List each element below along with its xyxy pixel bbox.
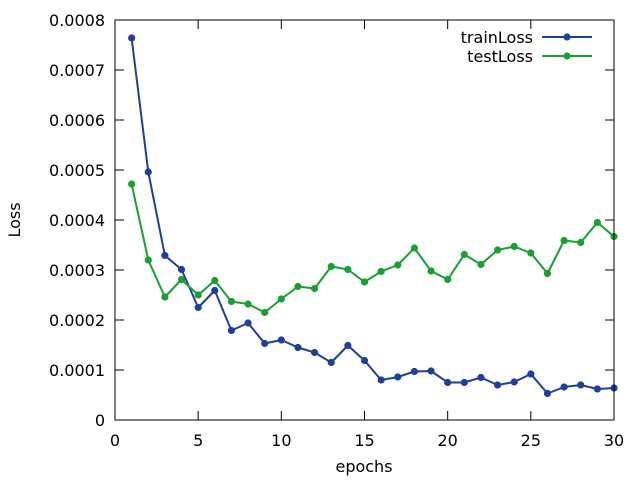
- data-point-trainLoss: [261, 339, 269, 348]
- data-point-testLoss: [377, 267, 385, 276]
- y-axis-label: Loss: [5, 202, 24, 237]
- data-point-testLoss: [327, 262, 335, 271]
- series-layer: [128, 34, 618, 398]
- x-tick-label: 20: [437, 431, 457, 450]
- y-tick-label: 0.0002: [49, 311, 105, 330]
- data-point-testLoss: [493, 246, 502, 254]
- series-trainLoss: [128, 34, 618, 398]
- data-point-testLoss: [477, 260, 485, 269]
- legend-item-trainLoss: trainLoss: [461, 28, 592, 47]
- data-point-testLoss: [177, 275, 186, 284]
- data-point-testLoss: [593, 218, 601, 227]
- x-tick-label: 0: [110, 431, 120, 450]
- legend-label: testLoss: [467, 47, 533, 66]
- data-point-trainLoss: [227, 326, 236, 335]
- data-point-testLoss: [410, 244, 418, 252]
- data-point-trainLoss: [493, 381, 502, 389]
- data-point-testLoss: [444, 275, 452, 284]
- data-point-trainLoss: [444, 378, 452, 387]
- y-tick-label: 0.0004: [49, 211, 105, 230]
- data-point-testLoss: [227, 297, 236, 306]
- legend-label: trainLoss: [461, 28, 533, 47]
- y-tick-label: 0.0001: [49, 361, 105, 380]
- data-point-trainLoss: [543, 389, 552, 398]
- y-tick-label: 0.0006: [49, 111, 105, 130]
- y-tick-label: 0.0007: [49, 61, 105, 80]
- data-point-trainLoss: [144, 168, 152, 176]
- data-point-trainLoss: [427, 367, 435, 375]
- series-line-trainLoss: [130, 37, 615, 395]
- x-tick-label: 5: [193, 431, 203, 450]
- series-testLoss: [128, 180, 618, 317]
- data-point-trainLoss: [560, 383, 568, 391]
- data-point-testLoss: [577, 238, 585, 247]
- data-point-trainLoss: [277, 336, 285, 344]
- y-tick-label: 0.0008: [49, 11, 105, 30]
- x-axis-label: epochs: [335, 457, 392, 476]
- data-point-testLoss: [128, 180, 136, 188]
- data-point-testLoss: [560, 236, 568, 245]
- data-point-trainLoss: [327, 358, 335, 367]
- data-point-testLoss: [244, 300, 252, 308]
- data-point-testLoss: [510, 242, 518, 251]
- y-tick-label: 0.0003: [49, 261, 105, 280]
- data-point-trainLoss: [194, 303, 202, 312]
- data-point-trainLoss: [211, 286, 219, 295]
- data-point-trainLoss: [410, 367, 418, 376]
- data-point-testLoss: [294, 282, 302, 291]
- data-point-testLoss: [261, 308, 269, 317]
- data-point-trainLoss: [177, 265, 186, 274]
- data-point-trainLoss: [527, 370, 535, 378]
- data-point-testLoss: [427, 267, 435, 275]
- series-line-testLoss: [130, 183, 615, 314]
- data-point-trainLoss: [394, 373, 402, 381]
- data-point-trainLoss: [360, 356, 369, 365]
- data-point-testLoss: [543, 269, 552, 278]
- data-point-testLoss: [194, 291, 202, 299]
- legend-swatch-marker: [563, 33, 571, 41]
- y-tick-labels: 0 0.0001 0.0002 0.0003 0.0004 0.0005 0.0006 0.0…: [49, 11, 105, 430]
- data-point-trainLoss: [510, 378, 518, 386]
- x-tick-labels: 0 5 10 15 20 25 30: [110, 431, 624, 450]
- x-tick-label: 25: [521, 431, 541, 450]
- data-point-trainLoss: [244, 319, 252, 327]
- x-tick-label: 10: [271, 431, 291, 450]
- data-point-testLoss: [277, 295, 285, 303]
- data-point-testLoss: [211, 276, 219, 285]
- data-point-testLoss: [144, 256, 152, 264]
- data-point-trainLoss: [128, 34, 136, 42]
- data-point-trainLoss: [344, 341, 352, 350]
- data-point-trainLoss: [460, 378, 468, 387]
- data-point-testLoss: [460, 250, 468, 259]
- data-point-trainLoss: [311, 348, 319, 357]
- data-point-testLoss: [344, 265, 352, 274]
- data-point-testLoss: [311, 284, 319, 293]
- data-point-testLoss: [394, 261, 402, 269]
- x-tick-label: 30: [604, 431, 624, 450]
- data-point-trainLoss: [577, 381, 585, 389]
- data-point-testLoss: [161, 293, 169, 301]
- x-tick-label: 15: [354, 431, 374, 450]
- data-point-trainLoss: [294, 343, 302, 352]
- y-tick-label: 0: [95, 411, 105, 430]
- data-point-trainLoss: [593, 385, 601, 393]
- data-point-trainLoss: [161, 251, 169, 260]
- legend-swatch-marker: [563, 52, 571, 60]
- data-point-testLoss: [360, 278, 369, 286]
- y-tick-label: 0.0005: [49, 161, 105, 180]
- legend-item-testLoss: testLoss: [467, 47, 592, 66]
- data-point-testLoss: [527, 249, 535, 257]
- data-point-trainLoss: [477, 373, 485, 382]
- data-point-trainLoss: [377, 376, 385, 384]
- plot-frame: [114, 19, 615, 421]
